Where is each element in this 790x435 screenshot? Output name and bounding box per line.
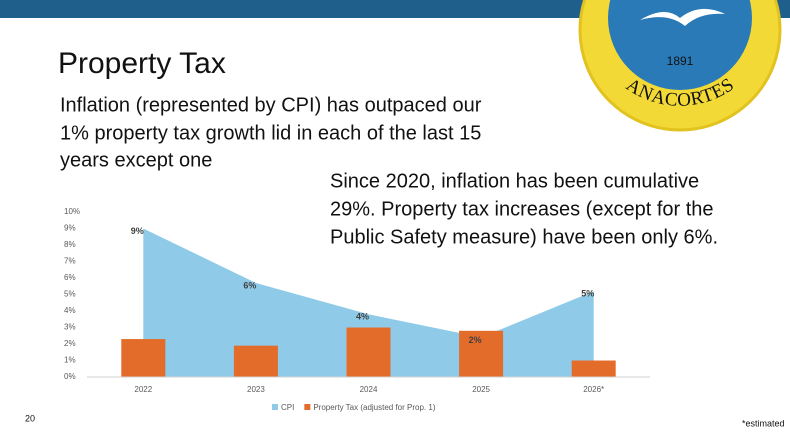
legend-swatch (272, 404, 278, 410)
bar (121, 339, 166, 377)
y-tick-label: 8% (64, 240, 76, 249)
value-label: 9% (131, 226, 144, 236)
x-tick-label: 2023 (247, 385, 265, 394)
logo-year: 1891 (667, 54, 694, 68)
y-tick-label: 1% (64, 356, 76, 365)
intro-text: years except one (60, 149, 212, 171)
legend-swatch (304, 404, 311, 410)
y-tick-label: 6% (64, 273, 76, 282)
y-tick-label: 2% (64, 339, 76, 348)
callout-text: 29%. Property tax increases (except for … (330, 198, 714, 220)
footnote: *estimated (742, 418, 785, 428)
callout-text: Public Safety measure) have been only 6%… (330, 226, 718, 248)
x-tick-label: 2025 (472, 385, 490, 394)
logo-gull (640, 8, 725, 26)
y-tick-label: 5% (64, 290, 76, 299)
x-tick-label: 2024 (360, 385, 378, 394)
value-label: 6% (243, 280, 256, 290)
y-tick-label: 3% (64, 323, 76, 332)
chart: 0% 1% 2% 3% 4% 5% 6% 7% 8% 9% 10% 9% 6% 4% 2% 5% 2022 202… (64, 207, 650, 412)
bar (571, 360, 616, 377)
x-tick-label: 2022 (134, 385, 152, 394)
bar (233, 345, 278, 377)
y-tick-label: 9% (64, 224, 76, 233)
intro-text: 1% property tax growth lid in each of th… (60, 122, 481, 144)
logo-center (608, 0, 752, 90)
slide-title: Property Tax (58, 47, 226, 80)
bar (346, 327, 391, 377)
bar (459, 330, 504, 377)
page-number: 20 (25, 413, 35, 423)
y-tick-label: 10% (64, 207, 80, 216)
legend-label: CPI (281, 403, 294, 412)
value-label: 5% (581, 289, 594, 299)
intro-text: Inflation (represented by CPI) has outpa… (60, 94, 482, 116)
x-tick-label: 2026* (583, 385, 604, 394)
y-tick-label: 0% (64, 372, 76, 381)
value-label: 4% (356, 312, 369, 322)
callout-text: Since 2020, inflation has been cumulativ… (330, 170, 699, 192)
y-tick-label: 4% (64, 306, 76, 315)
y-tick-label: 7% (64, 257, 76, 266)
legend-label: Property Tax (adjusted for Prop. 1) (313, 403, 435, 412)
logo: ANACORTES 1891 (578, 0, 782, 132)
value-label: 2% (469, 335, 482, 345)
